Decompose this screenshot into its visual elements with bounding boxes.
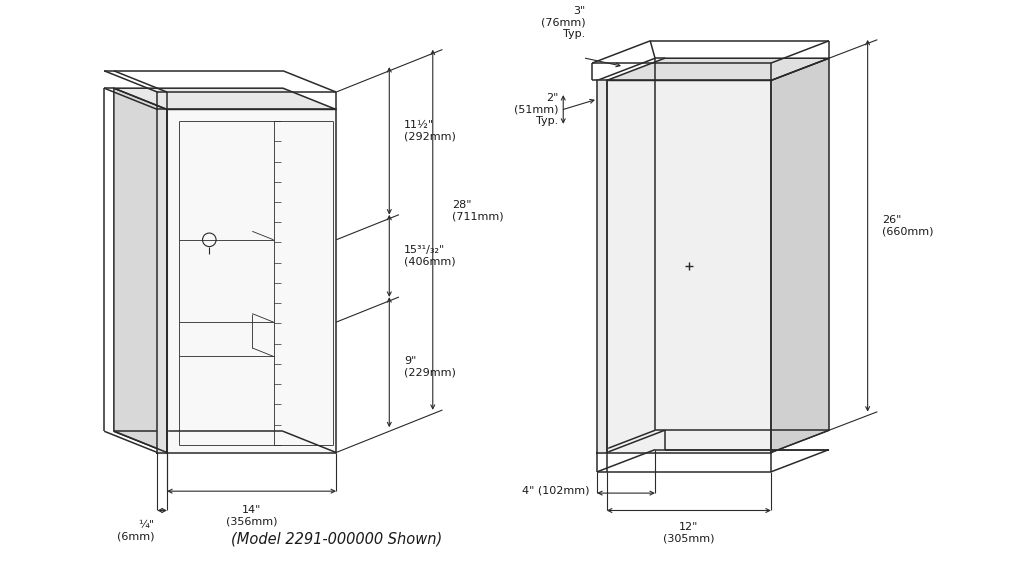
Text: (Model 2291-000000 Shown): (Model 2291-000000 Shown) [231, 532, 442, 547]
Text: 15³¹/₃₂"
(406mm): 15³¹/₃₂" (406mm) [404, 245, 455, 267]
Text: 11½"
(292mm): 11½" (292mm) [404, 121, 456, 142]
Polygon shape [607, 58, 829, 80]
Polygon shape [771, 58, 829, 452]
Polygon shape [607, 80, 771, 452]
Text: 9"
(229mm): 9" (229mm) [404, 356, 456, 378]
Polygon shape [158, 109, 167, 452]
Text: 28"
(711mm): 28" (711mm) [452, 200, 503, 221]
Text: 3"
(76mm)
Typ.: 3" (76mm) Typ. [541, 6, 585, 39]
Text: ¼"
(6mm): ¼" (6mm) [117, 520, 155, 542]
Polygon shape [167, 109, 336, 452]
Text: 2"
(51mm)
Typ.: 2" (51mm) Typ. [514, 93, 559, 126]
Text: 14"
(356mm): 14" (356mm) [226, 505, 278, 526]
Text: 26"
(660mm): 26" (660mm) [883, 215, 934, 237]
Text: 12"
(305mm): 12" (305mm) [663, 522, 714, 544]
Polygon shape [114, 88, 167, 452]
Polygon shape [114, 88, 336, 109]
Text: 4" (102mm): 4" (102mm) [522, 485, 589, 495]
Polygon shape [597, 80, 607, 452]
